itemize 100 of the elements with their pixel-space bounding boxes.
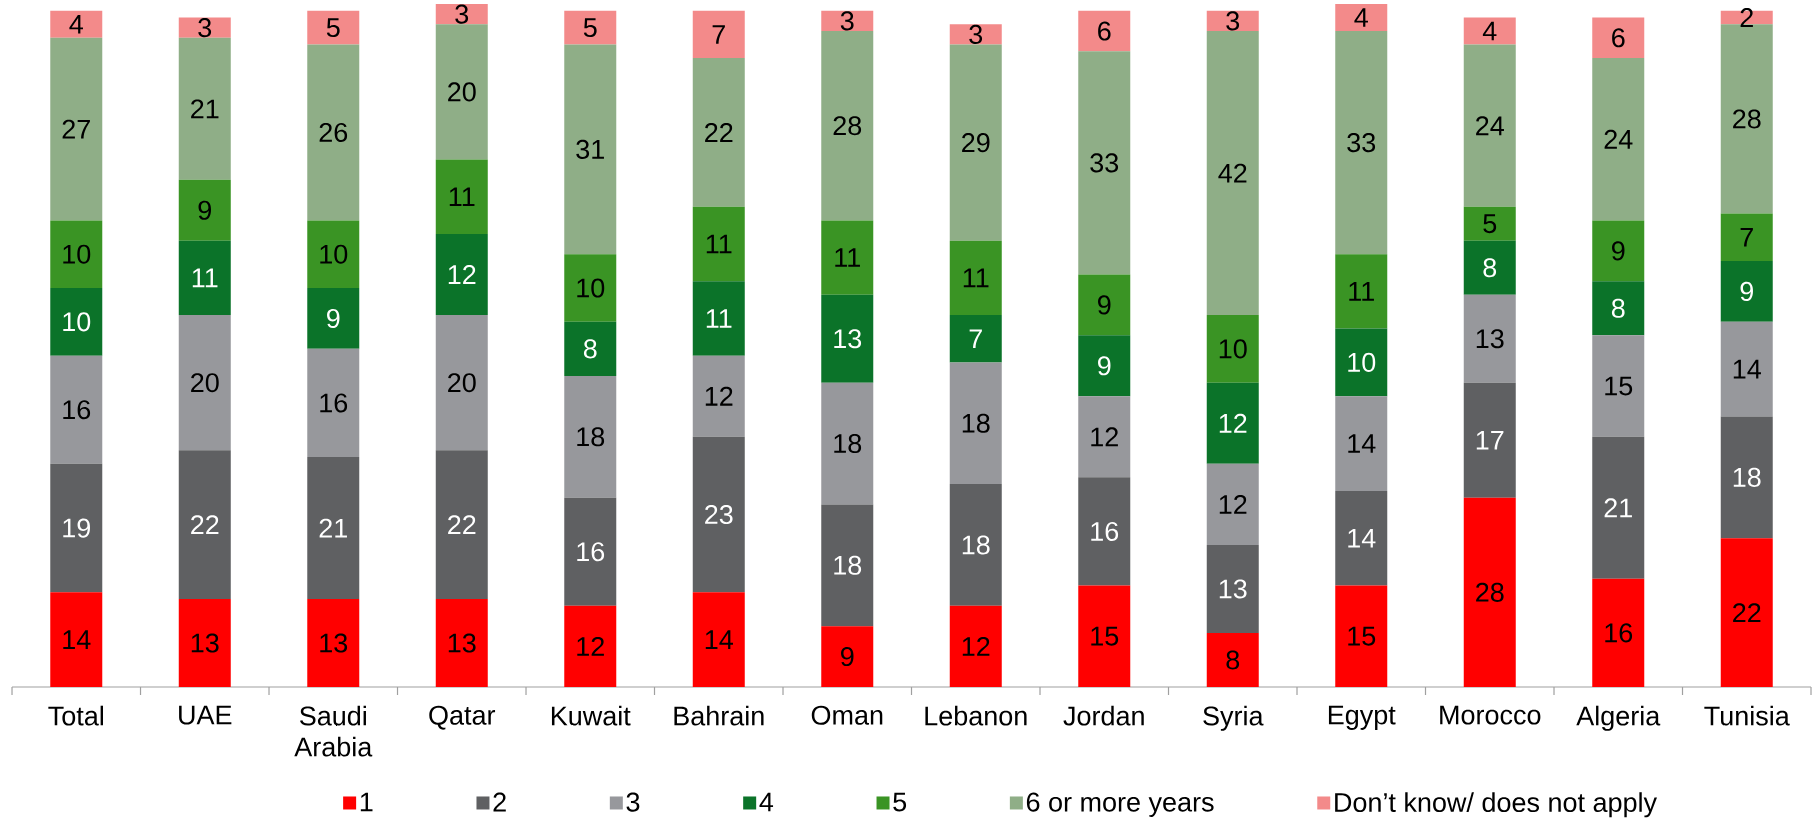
bar — [1463, 382, 1516, 498]
bar — [821, 382, 874, 505]
bar — [564, 254, 617, 322]
legend-label: 1 — [360, 792, 373, 812]
bar — [178, 179, 231, 241]
bar — [949, 240, 1002, 316]
bar — [564, 10, 617, 45]
data-label: 16 — [63, 400, 91, 420]
bar — [1592, 220, 1645, 282]
bar — [1720, 416, 1773, 539]
data-label: 4 — [69, 14, 83, 34]
x-tick-label: Qatar — [429, 705, 496, 730]
bar — [1592, 436, 1645, 579]
bar — [821, 294, 874, 383]
bar — [307, 10, 360, 45]
data-label: 28 — [833, 116, 862, 136]
bar — [692, 355, 745, 437]
data-label: 9 — [1740, 281, 1753, 301]
x-tick-label: Lebanon — [925, 705, 1027, 726]
data-label: 26 — [319, 122, 348, 143]
data-label: 12 — [962, 637, 990, 656]
data-label: 20 — [191, 373, 219, 393]
data-label: 8 — [583, 339, 597, 359]
x-tick-label: Tunisia — [1704, 705, 1790, 726]
data-label: 11 — [192, 268, 218, 288]
data-label: 22 — [448, 515, 476, 535]
data-label: 12 — [1219, 413, 1247, 433]
bar — [1463, 44, 1516, 207]
data-label: 14 — [1733, 359, 1761, 379]
data-label: 13 — [834, 329, 862, 349]
bar — [949, 605, 1002, 687]
data-label: 15 — [1348, 626, 1376, 646]
bar — [178, 315, 231, 451]
x-tick-label: Bahrain — [674, 705, 764, 726]
data-label: 20 — [448, 82, 476, 102]
x-tick-label: Egypt — [1328, 705, 1396, 730]
bar — [435, 315, 488, 451]
bar — [435, 599, 488, 687]
data-label: 15 — [1605, 376, 1633, 396]
bar — [307, 220, 360, 289]
data-label: 13 — [191, 633, 219, 653]
bar — [50, 10, 103, 38]
data-label: 13 — [320, 633, 348, 653]
data-label: 18 — [962, 413, 990, 433]
data-label: 3 — [1226, 11, 1240, 31]
bar — [1335, 585, 1388, 687]
bar — [949, 362, 1002, 485]
bar — [307, 288, 360, 349]
legend-label: 2 — [493, 792, 506, 812]
bar — [1078, 335, 1131, 397]
x-tick-label: Jordan — [1063, 705, 1144, 726]
data-label: 5 — [583, 18, 597, 38]
x-tick-label: Oman — [811, 705, 883, 725]
data-label: 11 — [706, 234, 732, 254]
bar — [1206, 463, 1259, 545]
bar — [949, 24, 1002, 45]
bar — [1078, 396, 1131, 478]
bar — [692, 10, 745, 59]
bar — [435, 233, 488, 316]
bar — [1720, 213, 1773, 261]
data-label: 15 — [1091, 626, 1119, 646]
bar — [1463, 240, 1516, 295]
bar — [50, 355, 103, 464]
data-label: 14 — [1348, 434, 1376, 453]
bar — [307, 348, 360, 458]
bar — [692, 436, 745, 593]
data-label: 3 — [969, 24, 983, 44]
data-label: 21 — [191, 99, 219, 119]
data-label: 3 — [840, 11, 854, 31]
data-label: 10 — [63, 312, 91, 332]
data-label: 12 — [1219, 494, 1247, 514]
data-label: 12 — [577, 637, 604, 656]
bar — [1206, 315, 1259, 383]
data-label: 11 — [1349, 282, 1374, 301]
bar — [1592, 335, 1645, 437]
bar — [178, 599, 231, 687]
data-label: 16 — [577, 542, 605, 562]
bar — [1463, 206, 1516, 241]
legend-label: 4 — [759, 792, 774, 812]
bar — [178, 37, 231, 180]
bar — [564, 44, 617, 255]
data-label: 18 — [834, 555, 862, 575]
bar — [1078, 477, 1131, 586]
data-label: 8 — [1611, 298, 1625, 318]
bar — [1078, 585, 1131, 687]
data-label: 21 — [319, 518, 347, 538]
bar — [564, 605, 617, 687]
bar — [1592, 58, 1645, 221]
bar — [50, 288, 103, 356]
data-label: 6 — [1612, 28, 1625, 48]
data-label: 16 — [320, 393, 348, 413]
data-label: 16 — [1605, 623, 1633, 643]
bar — [1206, 10, 1259, 32]
bar — [1592, 17, 1645, 59]
data-label: 5 — [1483, 214, 1497, 234]
bar — [178, 240, 231, 316]
bar — [1206, 632, 1259, 687]
bar — [1592, 281, 1645, 336]
data-label: 18 — [1733, 467, 1761, 487]
bar — [692, 206, 745, 282]
